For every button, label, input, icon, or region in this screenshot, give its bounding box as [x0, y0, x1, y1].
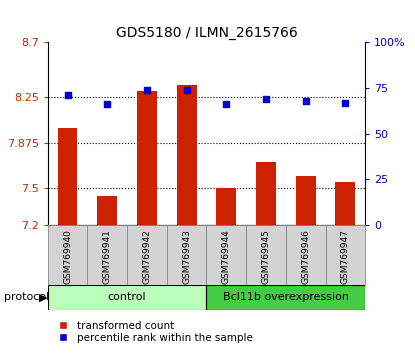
Bar: [207, 225, 246, 285]
Bar: [137, 91, 157, 354]
Bar: [335, 182, 355, 354]
Bar: [207, 285, 365, 310]
Point: [342, 100, 349, 105]
Point: [183, 87, 190, 93]
Bar: [246, 225, 286, 285]
Text: Bcl11b overexpression: Bcl11b overexpression: [223, 292, 349, 302]
Point: [263, 96, 269, 102]
Bar: [296, 176, 315, 354]
Bar: [88, 225, 127, 285]
Point: [144, 87, 150, 93]
Text: protocol: protocol: [4, 292, 49, 302]
Text: GSM769942: GSM769942: [142, 230, 151, 284]
Text: GSM769945: GSM769945: [261, 230, 271, 285]
Point: [104, 102, 110, 107]
Text: GSM769947: GSM769947: [341, 230, 350, 285]
Text: GSM769943: GSM769943: [182, 230, 191, 285]
Bar: [58, 127, 78, 354]
Legend: transformed count, percentile rank within the sample: transformed count, percentile rank withi…: [53, 321, 253, 343]
Bar: [127, 225, 167, 285]
Bar: [216, 188, 236, 354]
Bar: [167, 225, 207, 285]
Bar: [48, 285, 207, 310]
Text: control: control: [108, 292, 146, 302]
Point: [223, 102, 229, 107]
Point: [303, 98, 309, 104]
Point: [64, 92, 71, 98]
Bar: [48, 225, 88, 285]
Text: GSM769940: GSM769940: [63, 230, 72, 285]
Text: GSM769941: GSM769941: [103, 230, 112, 285]
Bar: [256, 161, 276, 354]
Text: GSM769944: GSM769944: [222, 230, 231, 284]
Bar: [286, 225, 325, 285]
Bar: [325, 225, 365, 285]
Text: ▶: ▶: [39, 292, 47, 302]
Bar: [177, 85, 197, 354]
Text: GSM769946: GSM769946: [301, 230, 310, 285]
Title: GDS5180 / ILMN_2615766: GDS5180 / ILMN_2615766: [116, 26, 297, 40]
Bar: [98, 196, 117, 354]
